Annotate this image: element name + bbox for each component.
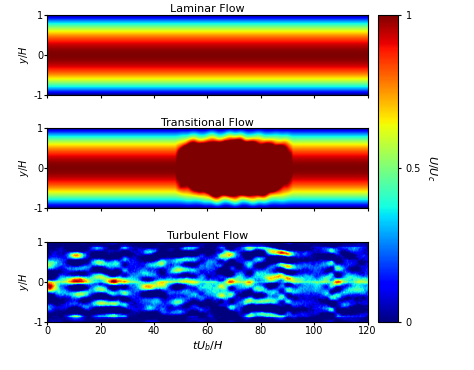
- Y-axis label: $U/U_c$: $U/U_c$: [425, 155, 439, 181]
- Y-axis label: $y/H$: $y/H$: [17, 46, 31, 64]
- Title: Turbulent Flow: Turbulent Flow: [167, 231, 248, 241]
- Title: Laminar Flow: Laminar Flow: [170, 4, 245, 14]
- Title: Transitional Flow: Transitional Flow: [161, 118, 254, 128]
- Y-axis label: $y/H$: $y/H$: [17, 273, 31, 291]
- Y-axis label: $y/H$: $y/H$: [17, 159, 31, 178]
- X-axis label: $tU_b/H$: $tU_b/H$: [192, 339, 223, 353]
